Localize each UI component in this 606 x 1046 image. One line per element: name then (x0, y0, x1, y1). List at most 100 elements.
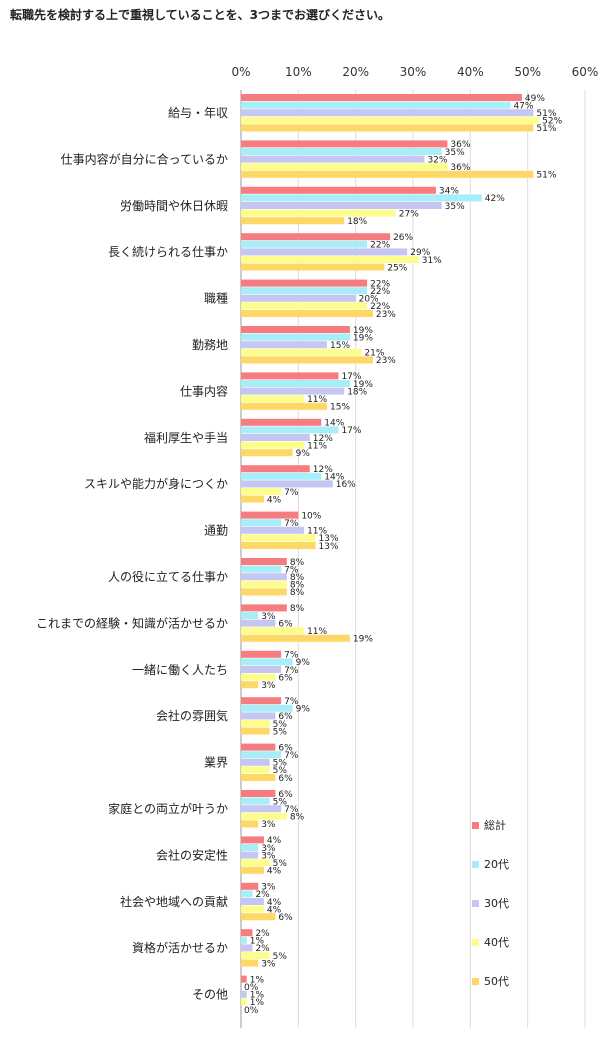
bar (241, 263, 385, 271)
bar (241, 797, 270, 805)
bar (241, 990, 247, 998)
bar (241, 743, 276, 751)
bar (241, 124, 534, 132)
value-label: 6% (278, 743, 293, 753)
value-label: 47% (513, 101, 533, 111)
category-label: 職種 (204, 292, 228, 306)
value-label: 3% (261, 844, 276, 854)
value-label: 19% (353, 380, 373, 390)
value-label: 5% (273, 727, 288, 737)
bar (241, 666, 282, 673)
bar (241, 287, 368, 295)
legend-swatch (472, 861, 479, 868)
bar (241, 952, 270, 959)
bar (241, 302, 368, 310)
value-label: 5% (273, 766, 288, 776)
value-label: 35% (445, 202, 465, 212)
value-label: 31% (422, 256, 442, 266)
bar (241, 534, 316, 542)
bar (241, 975, 247, 983)
value-label: 4% (267, 898, 282, 908)
value-label: 1% (250, 937, 265, 947)
bar (241, 558, 287, 565)
x-tick-label: 60% (572, 65, 599, 79)
value-label: 6% (278, 913, 293, 923)
value-label: 9% (296, 449, 311, 459)
category-label: これまでの経験・知識が活かせるか (36, 615, 228, 630)
value-label: 34% (439, 187, 459, 197)
value-label: 0% (244, 983, 259, 993)
bar (241, 488, 282, 495)
bar (241, 202, 442, 209)
category-label: 業界 (204, 756, 228, 770)
bar (241, 418, 322, 426)
value-label: 3% (261, 883, 276, 893)
value-label: 5% (273, 797, 288, 807)
bar (241, 279, 368, 287)
bar (241, 673, 276, 681)
bar (241, 905, 264, 913)
bar (241, 650, 282, 658)
category-label: 労働時間や休日休暇 (120, 199, 228, 213)
category-labels: 給与・年収仕事内容が自分に合っているか労働時間や休日休暇長く続けられる仕事か職種… (36, 106, 228, 1002)
legend-label: 50代 (484, 975, 509, 988)
bar (241, 790, 276, 797)
bar (241, 658, 293, 666)
bar (241, 217, 345, 225)
value-label: 8% (290, 604, 305, 614)
bar (241, 836, 264, 844)
bar (241, 387, 345, 395)
bar (241, 588, 287, 596)
category-label: 資格が活かせるか (132, 940, 228, 955)
bar (241, 209, 396, 217)
bar (241, 890, 253, 898)
value-label: 6% (278, 712, 293, 722)
bar (241, 820, 259, 828)
bar (241, 704, 293, 712)
bar (241, 170, 534, 178)
legend-label: 40代 (484, 936, 509, 949)
bar (241, 140, 448, 148)
category-label: 仕事内容が自分に合っているか (61, 151, 228, 166)
value-label: 6% (278, 673, 293, 683)
value-label: 6% (278, 619, 293, 629)
category-label: 会社の安定性 (156, 847, 228, 862)
bar (241, 812, 287, 820)
bar (241, 634, 350, 642)
bar (241, 441, 305, 449)
bars (241, 94, 540, 1006)
value-label: 3% (261, 959, 276, 969)
value-label: 22% (370, 287, 390, 297)
bar (241, 240, 368, 248)
value-label: 6% (278, 790, 293, 800)
bar (241, 766, 270, 774)
bar (241, 859, 270, 867)
value-label: 21% (364, 349, 384, 359)
bar (241, 495, 264, 503)
value-label: 4% (267, 836, 282, 846)
bar (241, 94, 522, 101)
value-label: 7% (284, 805, 299, 815)
bar (241, 472, 322, 480)
bar (241, 310, 373, 317)
value-label: 0% (244, 1006, 259, 1016)
legend-swatch (472, 978, 479, 985)
value-label: 7% (284, 519, 299, 529)
value-label: 36% (450, 140, 470, 150)
category-label: 社会や地域への貢献 (120, 894, 228, 909)
category-label: 会社の雰囲気 (156, 708, 228, 723)
value-label: 18% (347, 387, 367, 397)
bar (241, 619, 276, 627)
value-label: 22% (370, 279, 390, 289)
value-label: 7% (284, 651, 299, 661)
bar (241, 194, 482, 202)
value-label: 11% (307, 441, 327, 451)
value-label: 36% (450, 163, 470, 173)
bar (241, 751, 282, 759)
bar (241, 959, 259, 967)
bar (241, 395, 305, 403)
value-label: 14% (324, 473, 344, 483)
category-label: 通勤 (204, 524, 228, 538)
legend-label: 30代 (484, 897, 509, 910)
